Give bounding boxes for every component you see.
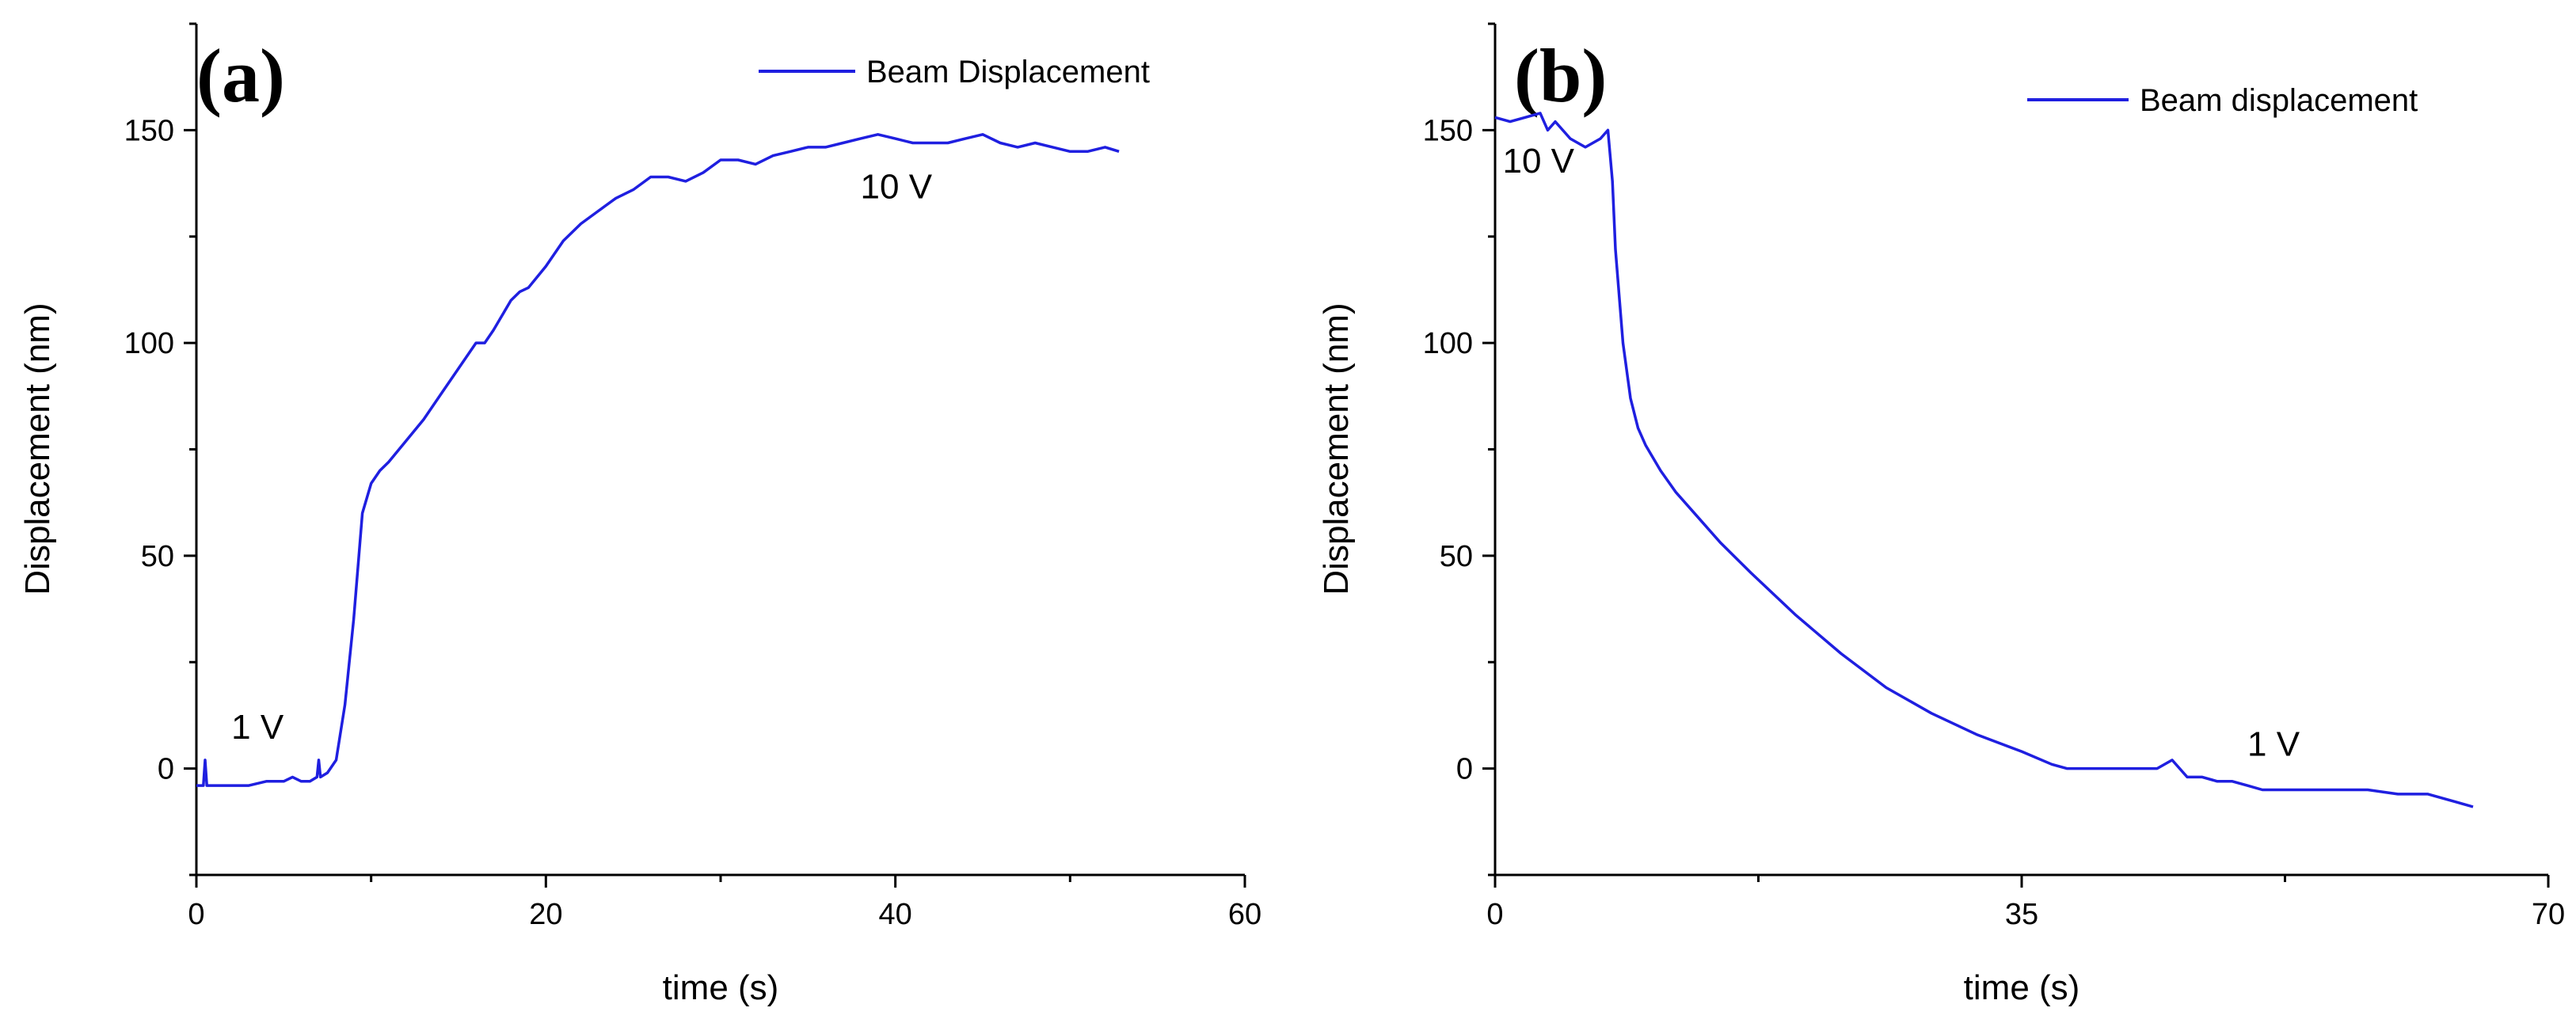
x-axis-title-b: time (s) (1964, 968, 2080, 1007)
y-axis-title-a: Displacement (nm) (18, 302, 57, 595)
y-tick-label-b: 50 (1440, 540, 1473, 573)
y-axis-ticks-a: 0 50 100 150 (124, 22, 196, 877)
y-tick-label-b: 0 (1456, 753, 1473, 786)
x-tick-label-b: 70 (2532, 898, 2565, 931)
annotations-b: 10 V 1 V (1503, 142, 2300, 763)
x-axis-ticks-b: 0 35 70 (1486, 875, 2565, 931)
panel-label-b: (b) (1514, 33, 1607, 118)
voltage-annotation-b: 10 V (1503, 142, 1575, 181)
x-tick-label-a: 40 (879, 898, 912, 931)
x-tick-label-a: 60 (1228, 898, 1261, 931)
y-tick-label-a: 150 (124, 114, 174, 147)
x-tick-label-a: 20 (529, 898, 562, 931)
x-axis-title-a: time (s) (663, 968, 779, 1007)
y-tick-label-a: 50 (141, 540, 174, 573)
y-tick-label-a: 100 (124, 327, 174, 360)
y-tick-label-a: 0 (158, 753, 174, 786)
plot-frame-b (1493, 24, 2548, 877)
y-axis-title-b: Displacement (nm) (1317, 302, 1356, 595)
data-series-beam-displacement-b (1494, 112, 2474, 808)
x-tick-label-b: 35 (2005, 898, 2038, 931)
chart-panel-a: (a) 0 20 40 60 0 50 100 150 time (s) Displacem… (18, 22, 1261, 1007)
y-axis-ticks-b: 0 50 100 150 (1423, 22, 1495, 877)
y-tick-label-b: 150 (1423, 114, 1473, 147)
y-tick-label-b: 100 (1423, 327, 1473, 360)
x-tick-label-b: 0 (1486, 898, 1503, 931)
legend-label-b: Beam displacement (2140, 83, 2418, 118)
legend-b: Beam displacement (2027, 83, 2418, 118)
legend-a: Beam Displacement (759, 55, 1150, 89)
voltage-annotation-a: 1 V (231, 708, 284, 747)
voltage-annotation-a: 10 V (861, 167, 933, 206)
annotations-a: 1 V 10 V (231, 167, 933, 747)
data-series-beam-displacement-a (196, 133, 1120, 787)
x-tick-label-a: 0 (188, 898, 204, 931)
panel-label-a: (a) (196, 33, 285, 118)
voltage-annotation-b: 1 V (2247, 725, 2300, 764)
chart-panel-b: (b) 0 35 70 0 50 100 150 time (s) Displacemen… (1317, 22, 2565, 1007)
legend-label-a: Beam Displacement (866, 55, 1150, 89)
x-axis-ticks-a: 0 20 40 60 (188, 875, 1261, 931)
